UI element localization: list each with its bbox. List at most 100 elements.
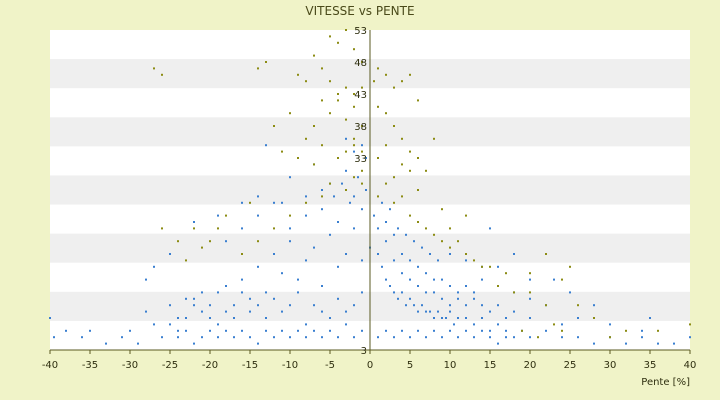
- data-point: [537, 336, 539, 339]
- data-point: [553, 323, 555, 326]
- data-point: [337, 221, 339, 223]
- data-point: [329, 35, 331, 38]
- data-point: [169, 323, 171, 326]
- data-point: [289, 336, 291, 339]
- data-point: [489, 336, 491, 339]
- data-point: [417, 265, 419, 268]
- data-point: [329, 182, 331, 185]
- data-point: [657, 342, 659, 345]
- data-point: [361, 169, 363, 172]
- data-point: [481, 317, 483, 319]
- data-point: [385, 112, 387, 115]
- data-point: [345, 310, 347, 313]
- chart-title: VITESSE vs PENTE: [305, 4, 414, 18]
- data-point: [185, 259, 187, 262]
- data-point: [185, 317, 187, 319]
- data-point: [425, 310, 427, 313]
- data-point: [649, 317, 651, 319]
- data-point: [385, 240, 387, 243]
- data-point: [385, 278, 387, 281]
- data-point: [337, 336, 339, 339]
- data-point: [425, 227, 427, 230]
- y-tick-label: 33: [354, 154, 367, 165]
- data-point: [513, 291, 515, 294]
- data-point: [289, 112, 291, 115]
- data-point: [405, 233, 407, 236]
- data-point: [513, 336, 515, 339]
- data-point: [481, 265, 483, 268]
- data-point: [265, 144, 267, 147]
- x-tick-label: 40: [684, 360, 697, 371]
- data-point: [361, 150, 363, 153]
- data-point: [217, 336, 219, 339]
- data-point: [505, 317, 507, 319]
- data-point: [185, 297, 187, 300]
- data-point: [389, 285, 391, 287]
- data-point: [401, 163, 403, 166]
- data-points: [49, 29, 691, 345]
- data-point: [449, 304, 451, 307]
- data-point: [201, 336, 203, 339]
- data-point: [449, 246, 451, 249]
- data-point: [625, 329, 627, 332]
- data-point: [225, 329, 227, 332]
- data-point: [273, 125, 275, 127]
- data-point: [321, 99, 323, 102]
- data-point: [393, 201, 395, 204]
- data-point: [513, 310, 515, 313]
- data-point: [329, 112, 331, 115]
- data-point: [145, 278, 147, 281]
- data-point: [249, 297, 251, 300]
- data-point: [641, 336, 643, 339]
- data-point: [201, 246, 203, 249]
- data-point: [193, 227, 195, 230]
- data-point: [345, 169, 347, 172]
- data-point: [497, 342, 499, 345]
- data-point: [577, 317, 579, 319]
- data-point: [489, 310, 491, 313]
- data-point: [241, 291, 243, 294]
- data-point: [361, 61, 363, 63]
- data-point: [329, 317, 331, 319]
- data-point: [49, 317, 51, 319]
- data-point: [305, 214, 307, 217]
- data-point: [305, 80, 307, 83]
- data-point: [393, 336, 395, 339]
- data-point: [489, 329, 491, 332]
- data-point: [217, 323, 219, 326]
- data-point: [357, 176, 359, 179]
- y-tick-label: 3: [361, 346, 367, 357]
- data-point: [689, 323, 691, 326]
- data-point: [273, 297, 275, 300]
- data-point: [337, 265, 339, 268]
- data-point: [257, 342, 259, 345]
- data-point: [289, 227, 291, 230]
- data-point: [161, 227, 163, 230]
- data-point: [305, 259, 307, 262]
- data-point: [441, 297, 443, 300]
- data-point: [361, 182, 363, 185]
- data-point: [393, 233, 395, 236]
- data-point: [409, 214, 411, 217]
- data-point: [453, 323, 455, 326]
- data-point: [105, 342, 107, 345]
- data-point: [257, 195, 259, 198]
- data-point: [377, 227, 379, 230]
- data-point: [273, 336, 275, 339]
- data-point: [353, 195, 355, 198]
- data-point: [413, 304, 415, 307]
- data-point: [329, 80, 331, 83]
- data-point: [177, 329, 179, 332]
- data-point: [593, 317, 595, 319]
- data-point: [593, 342, 595, 345]
- data-point: [377, 253, 379, 255]
- data-point: [313, 125, 315, 127]
- data-point: [225, 214, 227, 217]
- data-point: [437, 310, 439, 313]
- data-point: [441, 208, 443, 211]
- data-point: [345, 118, 347, 121]
- data-point: [281, 272, 283, 275]
- data-point: [569, 291, 571, 294]
- data-point: [497, 265, 499, 268]
- data-point: [169, 253, 171, 255]
